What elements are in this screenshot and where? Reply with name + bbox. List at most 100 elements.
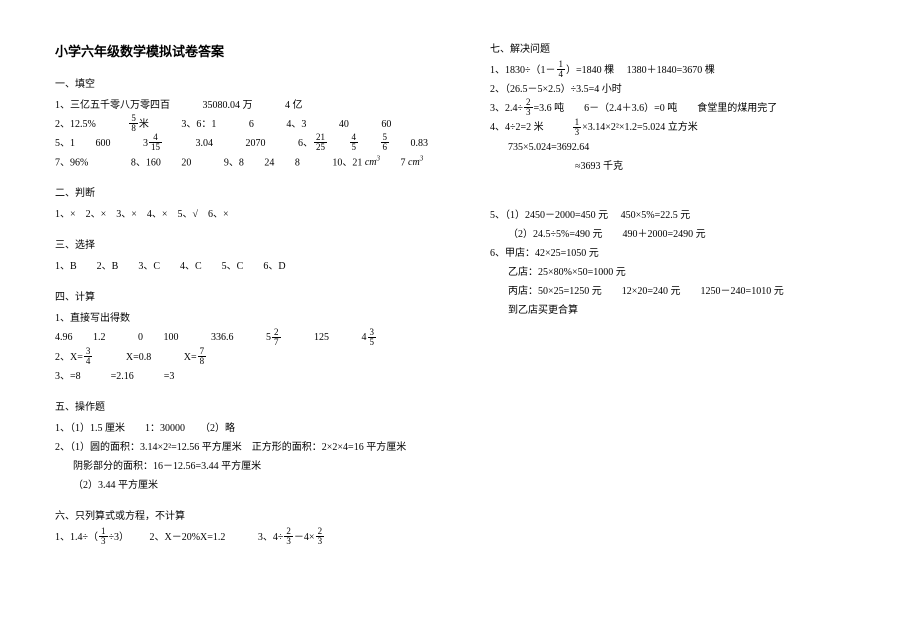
t: 8 (295, 157, 300, 168)
section-6: 六、只列算式或方程，不计算 1、1.4÷（13÷3） 2、X－20%X=1.2 … (55, 507, 430, 547)
section-1: 一、填空 1、三亿五千零八万零四百 35080.04 万 4 亿 2、12.5%… (55, 75, 430, 173)
t: －4× (294, 532, 315, 543)
t: 1、1.4÷（ (55, 532, 98, 543)
page-title: 小学六年级数学模拟试卷答案 (55, 40, 430, 65)
s7-l6: ≈3693 千克 (490, 157, 865, 176)
right-column: 七、解决问题 1、1830÷（1－14）=1840 棵 1380＋1840=36… (460, 40, 865, 617)
t: 4、4÷2=2 米 (490, 122, 554, 133)
s7-l2: 2、（26.5－5×2.5）÷3.5=4 小时 (490, 80, 865, 99)
left-column: 小学六年级数学模拟试卷答案 一、填空 1、三亿五千零八万零四百 35080.04… (55, 40, 460, 617)
s1-l1: 1、三亿五千零八万零四百 35080.04 万 4 亿 (55, 96, 430, 115)
frac-5-8: 58 (129, 114, 138, 133)
t: 35080.04 万 (203, 100, 253, 111)
frac-7-8: 78 (198, 347, 207, 366)
s6-l1: 1、1.4÷（13÷3） 2、X－20%X=1.2 3、4÷23－4×23 (55, 528, 430, 547)
t: 40 (339, 119, 349, 130)
t: 米 (139, 119, 149, 130)
s4-l2: 2、X=34 X=0.8 X=78 (55, 348, 430, 367)
t: ）=1840 棵 1380＋1840=3670 棵 (566, 65, 715, 76)
t: 2、12.5% (55, 119, 96, 130)
t: 0 (138, 332, 143, 343)
s7-l12: 到乙店买更合算 (490, 301, 865, 320)
t: 7 (401, 157, 406, 168)
t: 1、三亿五千零八万零四百 (55, 100, 170, 111)
t: 1.2 (93, 332, 106, 343)
s7-l4: 4、4÷2=2 米 13×3.14×2²×1.2=5.024 立方米 (490, 118, 865, 137)
sec6-h: 六、只列算式或方程，不计算 (55, 507, 430, 526)
t: ÷3） (109, 532, 130, 543)
s5-l1: 1、（1）1.5 厘米 1：30000 （2）略 (55, 419, 430, 438)
cm3: cm3 (365, 157, 380, 168)
sec4-h: 四、计算 (55, 288, 430, 307)
frac-3-5: 35 (368, 328, 377, 347)
t: 6、 (298, 138, 313, 149)
s2-l1: 1、× 2、× 3、× 4、× 5、√ 6、× (55, 205, 430, 224)
s7-l10: 乙店：25×80%×50=1000 元 (490, 263, 865, 282)
frac-2-3c: 23 (524, 98, 533, 117)
s5-l4: （2）3.44 平方厘米 (55, 476, 430, 495)
t: 3、6：1 (181, 119, 216, 130)
s4-l3: 3、=8 =2.16 =3 (55, 367, 430, 386)
t: 0.83 (411, 138, 429, 149)
t: 2070 (246, 138, 266, 149)
section-7: 七、解决问题 1、1830÷（1－14）=1840 棵 1380＋1840=36… (490, 40, 865, 320)
t: 3 (143, 138, 148, 149)
sec7-h: 七、解决问题 (490, 40, 865, 59)
t: 4 (362, 332, 367, 343)
t: 6 (249, 119, 254, 130)
t: 5 (266, 332, 271, 343)
t: X= (184, 352, 197, 363)
t: 4.96 (55, 332, 73, 343)
frac-3-4: 34 (84, 347, 93, 366)
s7-l3: 3、2.4÷23=3.6 吨 6－（2.4＋3.6）=0 吨 食堂里的煤用完了 (490, 99, 865, 118)
frac-2-3b: 23 (316, 527, 325, 546)
frac-5-6: 56 (381, 133, 390, 152)
frac-1-3a: 13 (99, 527, 108, 546)
t: 10、21 (332, 157, 362, 168)
t: 4 亿 (285, 100, 303, 111)
t: 1、1830÷（1－ (490, 65, 556, 76)
t: X=0.8 (126, 352, 151, 363)
t: 9、8 (224, 157, 244, 168)
s7-l1: 1、1830÷（1－14）=1840 棵 1380＋1840=3670 棵 (490, 61, 865, 80)
sec2-h: 二、判断 (55, 184, 430, 203)
t: 8、160 (131, 157, 161, 168)
frac-1-4: 14 (557, 60, 566, 79)
sec3-h: 三、选择 (55, 236, 430, 255)
s5-l2: 2、（1）圆的面积：3.14×2²=12.56 平方厘米 正方形的面积：2×2×… (55, 438, 430, 457)
t: 60 (381, 119, 391, 130)
t: 3.04 (196, 138, 214, 149)
s4-sub1: 1、直接写出得数 (55, 309, 430, 328)
t: 600 (96, 138, 111, 149)
frac-4-5: 45 (350, 133, 359, 152)
t: 20 (181, 157, 191, 168)
frac-2-3a: 23 (284, 527, 293, 546)
cm3b: cm3 (408, 157, 423, 168)
frac-4-15: 415 (149, 133, 162, 152)
s4-l1: 4.96 1.2 0 100 336.6 527 125 435 (55, 328, 430, 347)
t: 4、3 (286, 119, 306, 130)
t: 24 (264, 157, 274, 168)
section-3: 三、选择 1、B 2、B 3、C 4、C 5、C 6、D (55, 236, 430, 276)
t: =3.6 吨 6－（2.4＋3.6）=0 吨 食堂里的煤用完了 (534, 103, 778, 114)
t: 3、2.4÷ (490, 103, 523, 114)
frac-2-7: 27 (272, 328, 281, 347)
t: 100 (164, 332, 179, 343)
section-5: 五、操作题 1、（1）1.5 厘米 1：30000 （2）略 2、（1）圆的面积… (55, 398, 430, 495)
s7-l9: 6、甲店：42×25=1050 元 (490, 244, 865, 263)
s7-l8: （2）24.5÷5%=490 元 490＋2000=2490 元 (490, 225, 865, 244)
s1-l3: 5、1 600 3415 3.04 2070 6、2125 45 56 0.83 (55, 134, 430, 153)
s1-l2: 2、12.5% 58米 3、6：1 6 4、3 40 60 (55, 115, 430, 134)
t: ×3.14×2²×1.2=5.024 立方米 (582, 122, 698, 133)
sec5-h: 五、操作题 (55, 398, 430, 417)
s1-l4: 7、96% 8、160 20 9、8 24 8 10、21 cm3 7 cm3 (55, 153, 430, 172)
frac-21-25: 2125 (314, 133, 327, 152)
section-2: 二、判断 1、× 2、× 3、× 4、× 5、√ 6、× (55, 184, 430, 224)
s7-l7: 5、（1）2450－2000=450 元 450×5%=22.5 元 (490, 206, 865, 225)
section-4: 四、计算 1、直接写出得数 4.96 1.2 0 100 336.6 527 1… (55, 288, 430, 385)
s5-l3: 阴影部分的面积：16－12.56=3.44 平方厘米 (55, 457, 430, 476)
t: 125 (314, 332, 329, 343)
s7-l11: 丙店：50×25=1250 元 12×20=240 元 1250－240=101… (490, 282, 865, 301)
t: 2、X－20%X=1.2 (150, 532, 226, 543)
t: 5、1 (55, 138, 75, 149)
